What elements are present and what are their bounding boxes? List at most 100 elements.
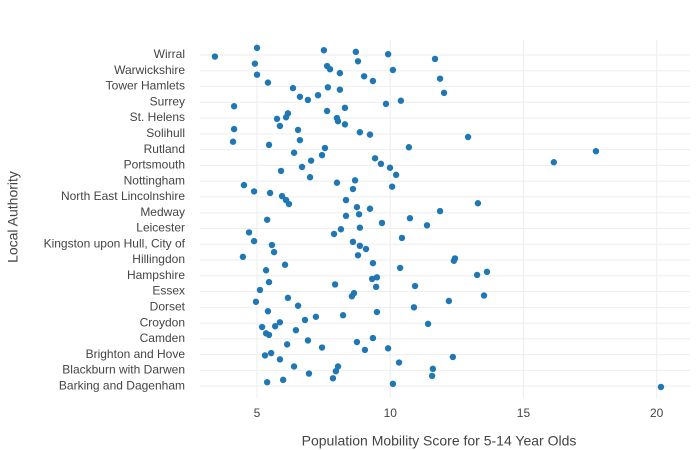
point bbox=[271, 323, 279, 330]
point bbox=[445, 297, 453, 305]
point bbox=[253, 44, 261, 52]
point bbox=[450, 257, 458, 264]
point bbox=[330, 230, 338, 238]
point bbox=[324, 84, 332, 91]
point bbox=[356, 129, 364, 136]
point bbox=[263, 216, 271, 223]
point bbox=[378, 219, 386, 227]
point bbox=[373, 308, 381, 316]
point bbox=[392, 171, 400, 179]
point bbox=[356, 242, 364, 250]
point bbox=[277, 167, 285, 175]
y-tick-label: Wirral bbox=[154, 47, 185, 61]
point bbox=[353, 203, 361, 211]
point bbox=[273, 115, 281, 123]
point bbox=[423, 222, 431, 229]
point bbox=[230, 103, 238, 110]
point bbox=[449, 353, 457, 361]
y-tick-label: Leicester bbox=[136, 221, 185, 235]
point bbox=[371, 155, 379, 162]
point bbox=[314, 91, 322, 99]
point bbox=[290, 363, 298, 370]
point bbox=[239, 253, 247, 261]
point bbox=[386, 164, 394, 171]
point bbox=[284, 294, 292, 302]
point bbox=[298, 163, 306, 171]
y-tick-label: North East Lincolnshire bbox=[61, 189, 185, 203]
point bbox=[307, 157, 315, 164]
point bbox=[304, 337, 312, 344]
point bbox=[252, 298, 260, 305]
point bbox=[312, 313, 320, 320]
point bbox=[245, 229, 253, 236]
point bbox=[339, 312, 347, 319]
point bbox=[250, 237, 258, 245]
y-tick-label: Barking and Dagenham bbox=[59, 378, 185, 392]
point bbox=[296, 93, 304, 100]
point bbox=[306, 174, 314, 181]
y-tick-label: Croydon bbox=[140, 315, 185, 329]
point bbox=[265, 331, 273, 339]
point bbox=[355, 211, 363, 218]
x-tick-label: 5 bbox=[254, 406, 261, 420]
point bbox=[362, 245, 370, 253]
point bbox=[318, 151, 326, 159]
point bbox=[389, 66, 397, 74]
point bbox=[261, 352, 269, 359]
point bbox=[395, 359, 403, 366]
point bbox=[282, 114, 290, 121]
y-tick-label: Essex bbox=[152, 284, 185, 298]
point bbox=[321, 144, 329, 152]
x-tick-label: 10 bbox=[384, 406, 398, 420]
y-tick-label: Camden bbox=[140, 331, 185, 345]
y-tick-label: Solihull bbox=[146, 126, 185, 140]
y-tick-label: Surrey bbox=[150, 94, 185, 108]
point bbox=[366, 131, 374, 138]
point bbox=[304, 96, 312, 104]
point bbox=[264, 308, 272, 315]
point bbox=[211, 53, 219, 60]
point bbox=[276, 356, 284, 363]
y-tick-label: Hillingdon bbox=[132, 252, 185, 266]
point bbox=[431, 55, 439, 63]
point bbox=[265, 278, 273, 286]
point bbox=[253, 71, 261, 78]
point bbox=[290, 149, 298, 156]
point bbox=[262, 267, 270, 274]
x-axis-title: Population Mobility Score for 5-14 Year … bbox=[302, 433, 577, 449]
point bbox=[411, 282, 419, 290]
point bbox=[294, 126, 302, 134]
point bbox=[337, 226, 345, 233]
point bbox=[281, 261, 289, 268]
point bbox=[265, 141, 273, 149]
point bbox=[360, 73, 368, 80]
point bbox=[410, 304, 418, 311]
y-tick-label: Nottingham bbox=[124, 173, 185, 187]
point bbox=[329, 375, 337, 382]
point bbox=[436, 207, 444, 215]
point bbox=[334, 118, 342, 125]
point bbox=[278, 192, 286, 200]
point bbox=[336, 86, 344, 93]
y-axis-title: Local Authority bbox=[5, 171, 21, 263]
point bbox=[256, 286, 264, 294]
point bbox=[440, 89, 448, 97]
point bbox=[230, 125, 238, 133]
point bbox=[264, 79, 272, 86]
point bbox=[356, 224, 364, 231]
point bbox=[279, 376, 287, 384]
point bbox=[348, 293, 356, 300]
point bbox=[473, 271, 481, 279]
point bbox=[349, 185, 357, 193]
point bbox=[424, 320, 432, 328]
point bbox=[353, 338, 361, 346]
point bbox=[333, 179, 341, 186]
point bbox=[382, 100, 390, 108]
point bbox=[305, 370, 313, 377]
point bbox=[389, 380, 397, 388]
point bbox=[296, 136, 304, 144]
y-tick-label: Blackburn with Darwen bbox=[62, 363, 185, 377]
point bbox=[436, 75, 444, 82]
point bbox=[250, 188, 258, 195]
